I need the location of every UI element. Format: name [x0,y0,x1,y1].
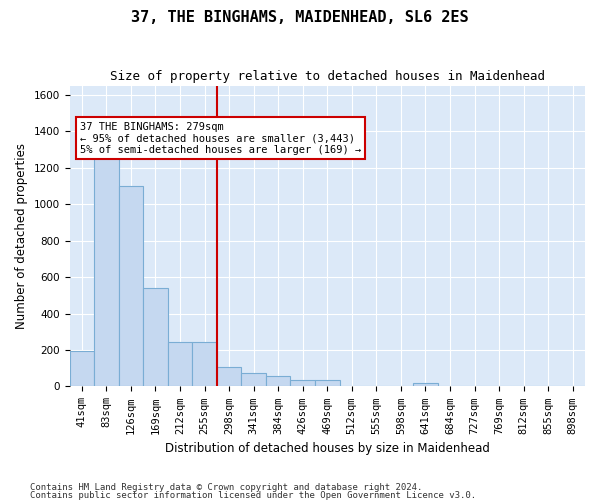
Bar [119,186,143,386]
Y-axis label: Number of detached properties: Number of detached properties [15,143,28,329]
Bar [290,380,315,386]
Bar [168,342,192,386]
Bar [94,155,119,386]
Text: Contains HM Land Registry data © Crown copyright and database right 2024.: Contains HM Land Registry data © Crown c… [30,483,422,492]
Bar [241,373,266,386]
X-axis label: Distribution of detached houses by size in Maidenhead: Distribution of detached houses by size … [165,442,490,455]
Bar [70,351,94,386]
Bar [192,342,217,386]
Text: Contains public sector information licensed under the Open Government Licence v3: Contains public sector information licen… [30,490,476,500]
Bar [266,376,290,386]
Title: Size of property relative to detached houses in Maidenhead: Size of property relative to detached ho… [110,70,545,83]
Bar [413,383,438,386]
Bar [315,380,340,386]
Text: 37 THE BINGHAMS: 279sqm
← 95% of detached houses are smaller (3,443)
5% of semi-: 37 THE BINGHAMS: 279sqm ← 95% of detache… [80,122,361,155]
Bar [143,288,168,386]
Bar [217,368,241,386]
Text: 37, THE BINGHAMS, MAIDENHEAD, SL6 2ES: 37, THE BINGHAMS, MAIDENHEAD, SL6 2ES [131,10,469,25]
